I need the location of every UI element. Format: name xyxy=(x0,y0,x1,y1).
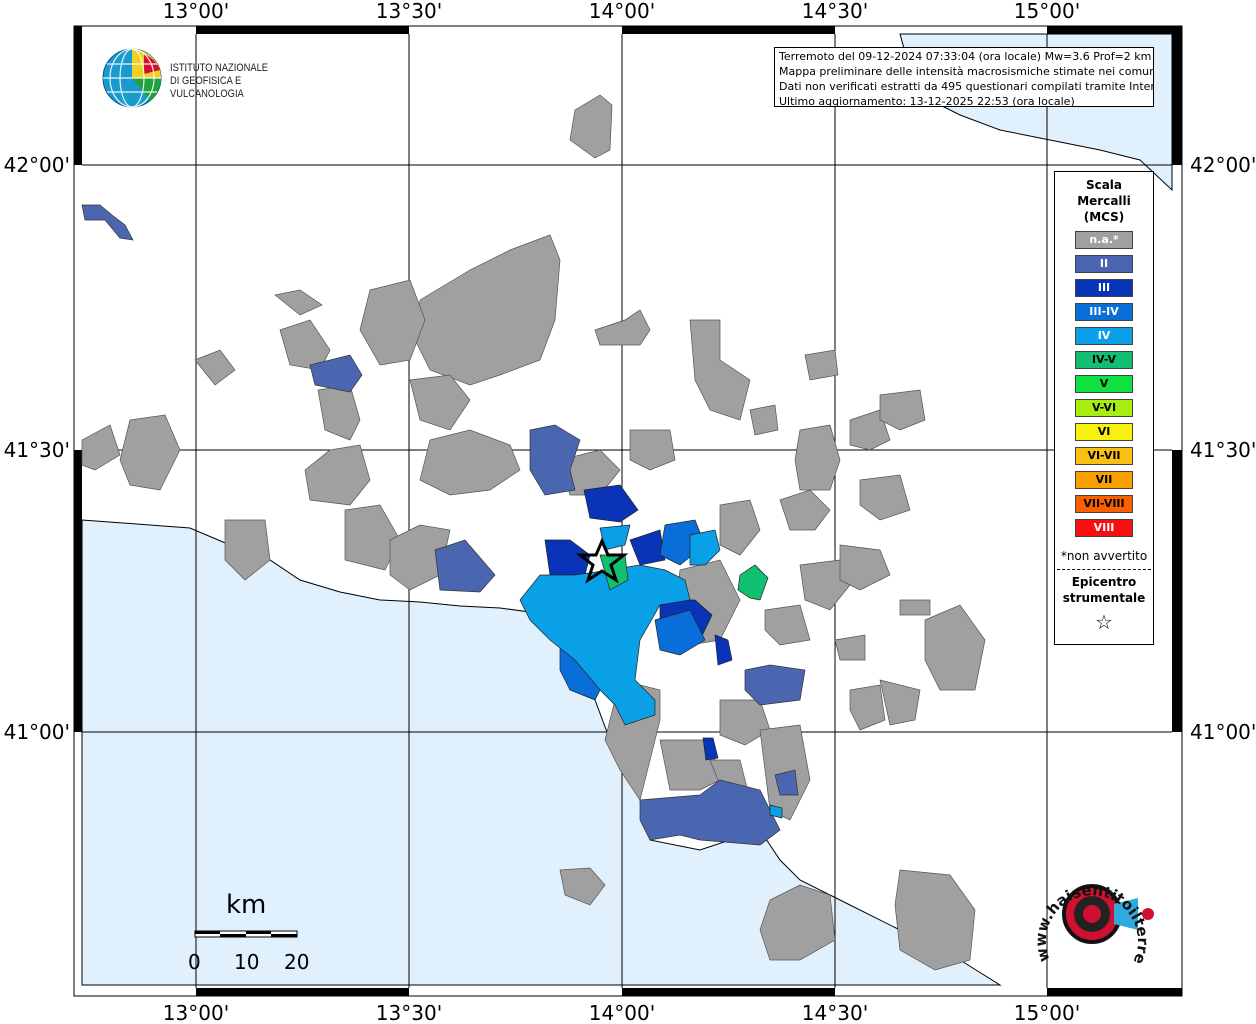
epicenter-star xyxy=(575,537,629,584)
legend-item: V-VI xyxy=(1075,399,1133,417)
lat-left-1: 42°00' xyxy=(4,153,70,177)
legend-note: *non avvertito xyxy=(1060,549,1148,563)
legend-item: III xyxy=(1075,279,1133,297)
lon-top-4: 14°30' xyxy=(802,0,868,23)
legend-item: VI xyxy=(1075,423,1133,441)
legend-title: Scala Mercalli (MCS) xyxy=(1055,177,1153,225)
legend-star-icon: ☆ xyxy=(1095,610,1113,634)
lat-left-3: 41°00' xyxy=(4,720,70,744)
intensity-legend: Scala Mercalli (MCS) n.a.* II III III-IV IV I… xyxy=(1054,171,1154,645)
haisentito-logo: www.haisentitoilterremoto.it xyxy=(1022,848,1170,972)
lon-bottom-2: 13°30' xyxy=(376,1001,442,1024)
legend-item: VII xyxy=(1075,471,1133,489)
event-info-line-1: Terremoto del 09-12-2024 07:33:04 (ora l… xyxy=(779,50,1152,63)
lon-bottom-1: 13°00' xyxy=(163,1001,229,1024)
legend-item: VIII xyxy=(1075,519,1133,537)
municipalities-iv xyxy=(519,524,783,819)
lon-bottom-3: 14°00' xyxy=(589,1001,655,1024)
lon-top-3: 14°00' xyxy=(589,0,655,23)
event-info-line-4: Ultimo aggiornamento: 13-12-2025 22:53 (… xyxy=(779,95,1075,107)
municipalities-ii xyxy=(81,204,806,846)
legend-item: III-IV xyxy=(1075,303,1133,321)
legend-title-2: Mercalli xyxy=(1077,194,1131,208)
event-info-line-3: Dati non verificati estratti da 495 ques… xyxy=(779,80,1154,93)
axis-labels: 13°00' 13°30' 14°00' 14°30' 15°00' 13°00… xyxy=(4,0,1256,1024)
scale-bar: km 0 10 20 xyxy=(188,890,309,974)
logo-line-2: DI GEOFISICA E VULCANOLOGIA xyxy=(170,75,244,100)
legend-item: VII-VIII xyxy=(1075,495,1133,513)
logo-line-1: ISTITUTO NAZIONALE xyxy=(170,62,269,74)
globe-icon xyxy=(102,48,162,108)
ingv-logo: ISTITUTO NAZIONALE DI GEOFISICA E VULCAN… xyxy=(100,46,330,110)
legend-item: V xyxy=(1075,375,1133,393)
legend-item: VI-VII xyxy=(1075,447,1133,465)
lon-top-1: 13°00' xyxy=(163,0,229,23)
lat-left-2: 41°30' xyxy=(4,438,70,462)
legend-item: II xyxy=(1075,255,1133,273)
legend-title-1: Scala xyxy=(1085,178,1123,192)
scale-bar-graphic xyxy=(194,930,298,938)
target-icon: www.haisentitoilterremoto.it xyxy=(1022,848,1154,967)
event-info-line-2: Mappa preliminare delle intensità macros… xyxy=(779,65,1154,78)
legend-epi-1: Epicentro xyxy=(1071,575,1137,589)
lat-right-1: 42°00' xyxy=(1190,153,1256,177)
lon-bottom-5: 15°00' xyxy=(1014,1001,1080,1024)
lon-top-5: 15°00' xyxy=(1014,0,1080,23)
legend-item: n.a.* xyxy=(1075,231,1133,249)
lat-right-3: 41°00' xyxy=(1190,720,1256,744)
legend-epicenter-label: Epicentro strumentale xyxy=(1055,574,1153,606)
legend-item: IV-V xyxy=(1075,351,1133,369)
lat-right-2: 41°30' xyxy=(1190,438,1256,462)
lon-top-2: 13°30' xyxy=(376,0,442,23)
scale-title: km xyxy=(226,890,267,920)
legend-item: IV xyxy=(1075,327,1133,345)
legend-epi-2: strumentale xyxy=(1062,591,1146,605)
lon-bottom-4: 14°30' xyxy=(802,1001,868,1024)
event-info-box: Terremoto del 09-12-2024 07:33:04 (ora l… xyxy=(774,47,1154,107)
scale-tick-20: 20 xyxy=(284,950,310,974)
legend-title-3: (MCS) xyxy=(1083,210,1125,224)
ingv-logo-text: ISTITUTO NAZIONALE DI GEOFISICA E VULCAN… xyxy=(170,62,306,101)
scale-tick-10: 10 xyxy=(234,950,260,974)
legend-separator xyxy=(1057,569,1151,570)
scale-tick-0: 0 xyxy=(188,950,201,974)
frame-ticks xyxy=(74,26,1182,996)
legend-items: n.a.* II III III-IV IV IV-V V V-VI VI VI-VII VII VI… xyxy=(1055,231,1153,537)
